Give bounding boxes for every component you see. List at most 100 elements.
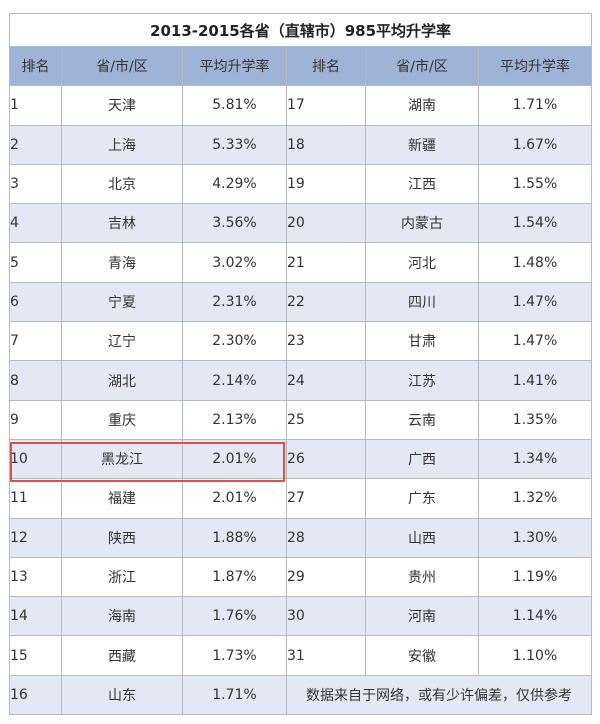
rank-cell: 8 (9, 360, 62, 401)
table-row: 16 山东 1.71% 数据来自于网络，或有少许偏差，仅供参考 (9, 674, 593, 716)
col-header-rank-2: 排名 (286, 45, 366, 87)
rank-cell: 3 (9, 163, 62, 205)
rank-cell-2: 25 (286, 399, 366, 440)
province-cell: 西藏 (61, 635, 183, 676)
province-cell: 黑龙江 (61, 438, 183, 480)
rate-cell-2: 1.47% (477, 321, 593, 362)
province-cell-2: 广东 (365, 478, 479, 519)
rank-cell-2: 21 (286, 242, 366, 283)
province-cell-2: 新疆 (365, 124, 479, 165)
rank-cell-2: 29 (286, 556, 366, 598)
province-cell: 海南 (61, 596, 183, 637)
rank-cell: 13 (9, 556, 62, 598)
rank-cell: 12 (9, 517, 62, 558)
rate-cell-2: 1.10% (477, 635, 593, 676)
col-header-province: 省/市/区 (61, 45, 183, 87)
province-cell-2: 河北 (365, 242, 479, 283)
province-cell: 青海 (61, 242, 183, 283)
rank-cell-2: 18 (286, 124, 366, 165)
rank-cell-2: 23 (286, 321, 366, 362)
rank-cell: 1 (9, 85, 62, 126)
rate-cell: 5.33% (182, 124, 287, 165)
header-row: 排名 省/市/区 平均升学率 排名 省/市/区 平均升学率 (9, 45, 593, 87)
province-cell: 上海 (61, 124, 183, 165)
rate-cell-2: 1.30% (477, 517, 593, 558)
rate-cell-2: 1.32% (477, 478, 593, 519)
rank-cell-2: 27 (286, 478, 366, 519)
table-row: 14 海南 1.76% 30 河南 1.14% (9, 596, 593, 637)
table-row: 5 青海 3.02% 21 河北 1.48% (9, 242, 593, 283)
rate-cell: 1.73% (182, 635, 287, 676)
col-header-province-2: 省/市/区 (365, 45, 479, 87)
rate-cell: 1.71% (182, 674, 287, 716)
rate-cell-2: 1.71% (477, 85, 593, 126)
province-cell: 福建 (61, 478, 183, 519)
province-cell: 北京 (61, 163, 183, 205)
rate-cell-2: 1.41% (477, 360, 593, 401)
rate-cell-2: 1.19% (477, 556, 593, 598)
rank-cell-2: 19 (286, 163, 366, 205)
province-cell: 吉林 (61, 203, 183, 244)
rate-cell: 3.56% (182, 203, 287, 244)
table-row: 15 西藏 1.73% 31 安徽 1.10% (9, 635, 593, 676)
province-cell-2: 四川 (365, 281, 479, 323)
province-cell: 重庆 (61, 399, 183, 440)
province-cell-2: 内蒙古 (365, 203, 479, 244)
rate-cell: 2.30% (182, 321, 287, 362)
rate-cell-2: 1.55% (477, 163, 593, 205)
rank-cell: 9 (9, 399, 62, 440)
rate-cell: 1.88% (182, 517, 287, 558)
province-cell: 山东 (61, 674, 183, 716)
rate-cell-2: 1.54% (477, 203, 593, 244)
rate-cell-2: 1.34% (477, 438, 593, 480)
rate-cell: 3.02% (182, 242, 287, 283)
table-row: 8 湖北 2.14% 24 江苏 1.41% (9, 360, 593, 401)
rank-cell: 5 (9, 242, 62, 283)
col-header-rank: 排名 (9, 45, 62, 87)
table-row: 6 宁夏 2.31% 22 四川 1.47% (9, 281, 593, 323)
province-cell-2: 江西 (365, 163, 479, 205)
rank-cell: 16 (9, 674, 62, 716)
rank-cell-2: 22 (286, 281, 366, 323)
table-row: 12 陕西 1.88% 28 山西 1.30% (9, 517, 593, 558)
table-row: 3 北京 4.29% 19 江西 1.55% (9, 163, 593, 205)
province-cell: 天津 (61, 85, 183, 126)
rank-cell: 2 (9, 124, 62, 165)
table-title: 2013-2015各省（直辖市）985平均升学率 (8, 13, 593, 47)
rate-cell-2: 1.67% (477, 124, 593, 165)
province-cell-2: 山西 (365, 517, 479, 558)
table-row: 11 福建 2.01% 27 广东 1.32% (9, 478, 593, 519)
col-header-rate-2: 平均升学率 (477, 45, 593, 87)
rank-cell: 14 (9, 596, 62, 637)
province-cell-2: 甘肃 (365, 321, 479, 362)
rate-cell-2: 1.47% (477, 281, 593, 323)
rate-cell: 2.14% (182, 360, 287, 401)
rate-cell: 1.76% (182, 596, 287, 637)
rate-cell-2: 1.48% (477, 242, 593, 283)
footnote: 数据来自于网络，或有少许偏差，仅供参考 (285, 674, 593, 716)
rate-cell: 5.81% (182, 85, 287, 126)
province-cell-2: 云南 (365, 399, 479, 440)
province-cell: 浙江 (61, 556, 183, 598)
rank-cell: 6 (9, 281, 62, 323)
table-row: 2 上海 5.33% 18 新疆 1.67% (9, 124, 593, 165)
table-row: 9 重庆 2.13% 25 云南 1.35% (9, 399, 593, 440)
col-header-rate: 平均升学率 (182, 45, 287, 87)
table-row: 1 天津 5.81% 17 湖南 1.71% (9, 85, 593, 126)
table-row: 13 浙江 1.87% 29 贵州 1.19% (9, 556, 593, 598)
rate-cell-2: 1.35% (477, 399, 593, 440)
province-cell-2: 安徽 (365, 635, 479, 676)
rank-cell-2: 30 (286, 596, 366, 637)
rank-cell-2: 31 (286, 635, 366, 676)
rate-cell: 1.87% (182, 556, 287, 598)
ranking-table: 2013-2015各省（直辖市）985平均升学率 排名 省/市/区 平均升学率 … (8, 13, 593, 716)
table-row: 10 黑龙江 2.01% 26 广西 1.34% (9, 438, 593, 480)
table-body: 1 天津 5.81% 17 湖南 1.71% 2 上海 5.33% 18 新疆 1.67% 3 北京 4.2… (9, 85, 593, 716)
rank-cell: 10 (9, 438, 62, 480)
table-row: 4 吉林 3.56% 20 内蒙古 1.54% (9, 203, 593, 244)
province-cell: 辽宁 (61, 321, 183, 362)
rate-cell: 2.31% (182, 281, 287, 323)
province-cell-2: 贵州 (365, 556, 479, 598)
rate-cell: 2.01% (182, 478, 287, 519)
rank-cell: 4 (9, 203, 62, 244)
